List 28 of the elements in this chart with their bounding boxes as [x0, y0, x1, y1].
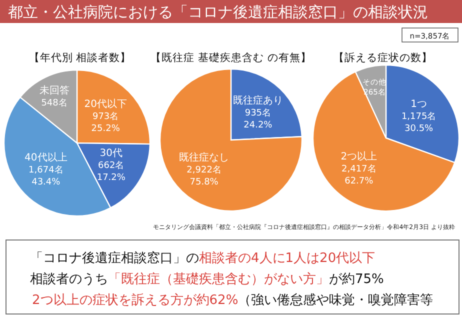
text: 「既往症（基礎疾患含む）がない方」 — [108, 271, 329, 287]
pie-slice — [159, 68, 303, 212]
data-label: 548名 — [41, 98, 68, 109]
slice-label: 30代 — [100, 148, 123, 160]
text: 相談者の4人に1人は20代以下 — [199, 251, 376, 266]
slice-label: 既往症なし — [179, 151, 230, 164]
data-label: 2,922名 75.8% — [186, 164, 222, 188]
text: 都立・公社病院における「コロナ後遺症相談窓口」の相談状況 — [8, 3, 428, 21]
slice-label: 2つ以上 — [340, 150, 378, 163]
slice-label: 1つ — [410, 98, 428, 110]
text: 相談者のうち — [30, 272, 108, 287]
slice-label: 未回答 — [39, 84, 70, 97]
text: （強い倦怠感や味覚・嗅覚障害等 — [238, 292, 434, 308]
chart-title: 【訴える症状の数】 — [334, 51, 432, 64]
text: 2つ以上の症状を訴える方が約62% — [32, 292, 238, 308]
data-label: 935名 24.2% — [244, 108, 273, 131]
slice-label: 既往症あり — [232, 94, 283, 107]
chart-title: 【年代別 相談者数】 — [28, 51, 132, 64]
data-label: 1,674名 43.4% — [28, 164, 64, 188]
data-label: 662名 17.2% — [96, 160, 126, 184]
text: 「コロナ後遺症相談窓口」の — [30, 250, 199, 266]
data-label: 1,175名 30.5% — [401, 110, 436, 134]
data-label: 2,417名 62.7% — [342, 164, 376, 187]
data-label: 973名 25.2% — [91, 110, 120, 134]
slice-label: 40代以上 — [24, 151, 68, 164]
slice-label: 20代以下 — [84, 98, 127, 110]
text: が約75% — [329, 272, 384, 287]
chart-title: 【既往症 基礎疾患含む の有無】 — [150, 51, 312, 64]
